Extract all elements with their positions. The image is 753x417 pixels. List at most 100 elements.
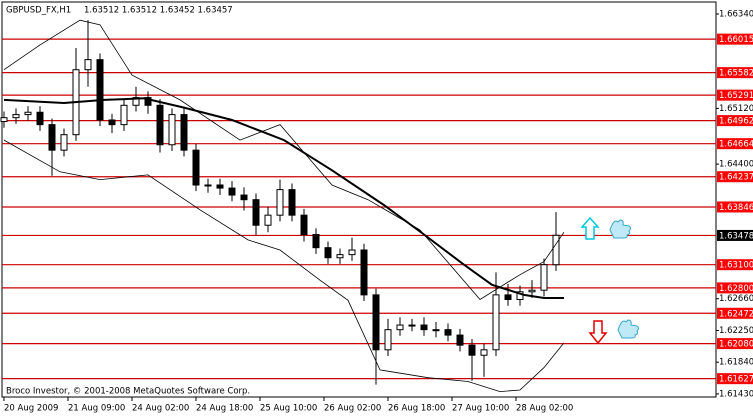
level-label-bg: [717, 259, 753, 271]
candle-body: [240, 194, 248, 201]
candle-body: [216, 184, 224, 189]
candle-body: [372, 294, 380, 351]
thumb-up: [609, 219, 631, 239]
candle-body: [468, 344, 476, 356]
candle-body: [540, 264, 548, 291]
candle-body: [516, 291, 524, 301]
x-tick-label: 26 Aug 18:00: [388, 404, 445, 414]
x-tick-label: 21 Aug 09:00: [68, 404, 125, 414]
level-label: 1.65582: [719, 69, 753, 79]
candle-body: [192, 149, 200, 186]
thumb-up: [617, 319, 639, 339]
level-label: 1.62080: [719, 340, 753, 350]
level-label: 1.63100: [719, 261, 753, 271]
candle-body: [360, 249, 368, 296]
candle-body: [420, 324, 428, 331]
y-tick-label: 1.62250: [719, 326, 753, 336]
y-tick-label: 1.65120: [719, 104, 753, 114]
candle-body: [60, 134, 68, 151]
candle-body: [528, 289, 536, 293]
candle-body: [12, 114, 20, 119]
level-label: 1.65291: [719, 91, 753, 101]
candle-body: [288, 189, 296, 216]
candle-body: [396, 324, 404, 331]
candle-body: [480, 349, 488, 356]
level-label-bg: [717, 201, 753, 213]
level-label: 1.64664: [719, 140, 753, 150]
level-label-bg: [717, 171, 753, 183]
level-label: 1.64962: [719, 117, 753, 127]
level-label-bg: [717, 229, 753, 241]
x-tick-label: 24 Aug 18:00: [196, 404, 253, 414]
level-label: 1.62472: [719, 309, 753, 319]
candle-body: [0, 117, 8, 123]
y-tick-label: 1.61840: [719, 358, 753, 368]
y-tick-label: 1.64400: [719, 160, 753, 170]
level-label-bg: [717, 89, 753, 101]
candle-body: [168, 114, 176, 146]
candle-body: [492, 294, 500, 351]
y-tick-label: 1.62660: [719, 294, 753, 304]
x-tick-label: 27 Aug 10:00: [452, 404, 509, 414]
candle-body: [228, 187, 236, 196]
level-label-bg: [717, 338, 753, 350]
x-tick-label: 20 Aug 2009: [4, 404, 58, 414]
down-arrow: [588, 320, 608, 345]
candle-body: [312, 234, 320, 249]
candle-body: [108, 119, 116, 126]
candle-body: [36, 111, 44, 126]
level-label: 1.66015: [719, 35, 753, 45]
up-arrow: [580, 216, 600, 240]
x-tick-label: 28 Aug 02:00: [516, 404, 573, 414]
candle-body: [432, 329, 440, 332]
candle-body: [264, 214, 272, 226]
level-label: 1.64237: [719, 173, 753, 183]
candle-body: [84, 59, 92, 71]
candle-body: [204, 184, 212, 187]
level-label-bg: [717, 138, 753, 150]
candle-body: [180, 114, 188, 151]
credit: Broco Investor, © 2001-2008 MetaQuotes S…: [6, 387, 250, 397]
x-tick-label: 24 Aug 02:00: [132, 404, 189, 414]
level-label-bg: [717, 307, 753, 319]
indicator-line: [3, 97, 564, 299]
level-label: 1.63478: [719, 231, 753, 241]
candle-body: [48, 124, 56, 151]
quote: 1.63512 1.63512 1.63452 1.63457: [84, 6, 233, 16]
plot: [0, 19, 716, 393]
candle-body: [276, 189, 284, 216]
candle-body: [456, 334, 464, 346]
level-label-bg: [717, 115, 753, 127]
level-label: 1.62800: [719, 284, 753, 294]
level-label-bg: [717, 33, 753, 45]
candle-body: [144, 97, 152, 106]
candle-body: [336, 254, 344, 259]
level-label-bg: [717, 373, 753, 385]
level-label-bg: [717, 67, 753, 79]
candle-body: [120, 104, 128, 126]
candle-body: [300, 214, 308, 236]
candle-body: [552, 234, 560, 266]
candle-body: [132, 97, 140, 106]
level-label-bg: [717, 282, 753, 294]
candle-body: [156, 104, 164, 146]
candle-body: [408, 324, 416, 327]
x-tick-label: 26 Aug 02:00: [324, 404, 381, 414]
level-label: 1.61627: [719, 375, 753, 385]
chart-title: GBPUSD_FX,H1: [6, 6, 71, 16]
candle-body: [324, 247, 332, 259]
candle-body: [252, 199, 260, 226]
candle-body: [96, 59, 104, 121]
indicator-line: [3, 19, 565, 301]
candle-body: [24, 111, 32, 116]
plot-frame: [1, 1, 717, 398]
y-tick-label: 1.66340: [719, 9, 753, 19]
x-tick-label: 25 Aug 10:00: [260, 404, 317, 414]
candle-body: [384, 329, 392, 351]
candle-body: [504, 294, 512, 301]
indicator-line: [3, 139, 565, 393]
y-tick-label: 1.61430: [719, 389, 753, 399]
candle-body: [444, 329, 452, 336]
